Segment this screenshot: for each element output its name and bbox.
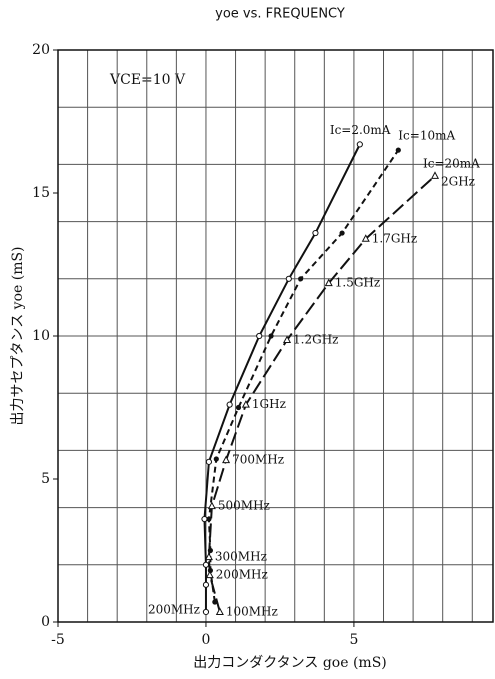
marker xyxy=(205,458,213,465)
marker xyxy=(356,141,363,148)
series-label: Ic=2.0mA xyxy=(330,123,391,137)
marker xyxy=(235,404,242,411)
frequency-label: 2GHz xyxy=(441,174,475,188)
frequency-label: 300MHz xyxy=(215,550,267,564)
x-axis-label: 出力コンダクタンス goe (mS) xyxy=(193,655,387,671)
frequency-label: 1.7GHz xyxy=(372,231,417,245)
frequency-label: 1.5GHz xyxy=(335,276,380,290)
marker xyxy=(256,332,263,340)
frequency-label: 100MHz xyxy=(226,604,278,618)
frequency-label: 200MHz xyxy=(148,602,200,616)
y-tick-label: 0 xyxy=(41,614,50,630)
x-tick-label: 5 xyxy=(349,632,358,648)
series-line xyxy=(207,175,436,613)
y-tick-label: 15 xyxy=(32,185,50,201)
marker xyxy=(339,230,345,236)
marker xyxy=(202,581,210,588)
marker xyxy=(324,278,333,287)
marker xyxy=(430,171,440,179)
x-tick-label: 0 xyxy=(201,632,210,648)
y-tick-label: 10 xyxy=(32,328,50,344)
marker xyxy=(213,456,219,462)
marker xyxy=(204,552,213,561)
annotation: VCE=10 V xyxy=(109,72,186,88)
series-label: Ic=20mA xyxy=(423,156,480,170)
marker xyxy=(222,455,231,464)
frequency-label: 1.2GHz xyxy=(293,333,338,347)
frequency-label: 200MHz xyxy=(216,568,268,582)
marker xyxy=(215,607,224,615)
y-axis-label: 出力サセプタンス yoe (mS) xyxy=(10,246,26,425)
marker xyxy=(205,570,214,579)
series-label: Ic=10mA xyxy=(398,129,455,143)
marker xyxy=(207,501,216,510)
frequency-label: 1GHz xyxy=(252,397,286,411)
marker xyxy=(361,234,370,242)
marker xyxy=(201,515,208,523)
marker xyxy=(241,400,250,408)
x-tick-label: -5 xyxy=(51,632,65,648)
chart-title: yoe vs. FREQUENCY xyxy=(215,7,345,22)
marker xyxy=(395,147,401,153)
y-tick-label: 5 xyxy=(41,471,50,487)
marker xyxy=(202,608,210,616)
frequency-label: 500MHz xyxy=(218,499,270,513)
marker xyxy=(268,333,274,339)
series-line xyxy=(207,149,400,603)
marker xyxy=(312,229,319,237)
marker xyxy=(298,276,304,282)
series-line xyxy=(203,143,361,612)
marker xyxy=(202,561,210,568)
y-tick-label: 20 xyxy=(32,42,50,58)
marker xyxy=(283,335,292,344)
marker xyxy=(226,401,233,408)
frequency-label: 700MHz xyxy=(232,453,284,467)
marker xyxy=(285,275,292,282)
